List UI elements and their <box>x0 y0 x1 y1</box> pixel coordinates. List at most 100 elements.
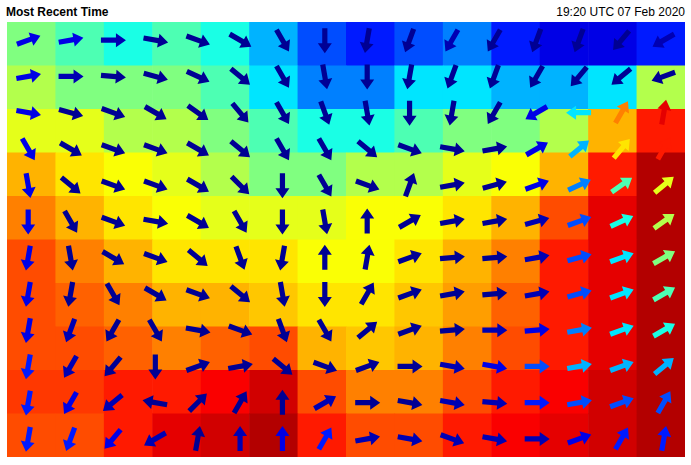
field-cell <box>540 240 589 284</box>
wind-arrow <box>354 174 382 196</box>
wind-arrow <box>439 250 465 266</box>
wind-arrow <box>650 318 679 343</box>
field-cell <box>637 283 685 327</box>
wind-arrow <box>607 63 635 90</box>
wind-arrow <box>482 323 507 337</box>
wind-arrow <box>318 282 332 307</box>
wind-arrow <box>227 172 255 200</box>
wind-arrow <box>228 207 253 236</box>
wind-arrow <box>650 353 678 380</box>
wind-arrow <box>229 244 251 272</box>
wind-arrow <box>270 62 295 91</box>
wind-arrow <box>233 426 247 451</box>
field-cell <box>540 370 589 414</box>
wind-arrow <box>608 392 636 414</box>
wind-arrow <box>275 173 289 198</box>
wind-arrow <box>60 316 82 344</box>
wind-arrow <box>524 285 551 303</box>
wind-arrow <box>270 135 295 164</box>
wind-arrow <box>399 171 421 199</box>
field-cell <box>588 22 637 66</box>
field-cell <box>104 414 153 458</box>
wind-arrow <box>358 100 376 127</box>
wind-arrow <box>652 134 677 163</box>
wind-arrow <box>99 211 127 233</box>
field-cell <box>201 370 250 414</box>
wind-arrow <box>525 396 550 410</box>
title: Most Recent Time <box>6 5 109 19</box>
wind-arrow <box>355 279 380 308</box>
wind-arrow <box>481 175 509 195</box>
field-cell <box>394 283 443 327</box>
field-cell <box>298 240 347 284</box>
wind-arrow <box>148 354 162 379</box>
field-cell <box>7 414 56 458</box>
wind-arrow <box>313 316 338 345</box>
wind-arrow <box>272 316 294 344</box>
field-cell <box>443 370 492 414</box>
wind-arrow <box>482 395 508 411</box>
field-cell <box>588 283 637 327</box>
field-cell <box>443 196 492 240</box>
wind-arrow <box>360 208 374 233</box>
wind-arrow <box>481 430 508 448</box>
wind-arrow <box>565 135 593 162</box>
wind-arrow <box>227 99 254 127</box>
wind-arrow <box>565 210 593 232</box>
field-cell <box>637 240 685 284</box>
wind-arrow <box>316 63 334 90</box>
wind-arrow <box>313 171 338 200</box>
wind-arrow <box>99 174 127 196</box>
wind-arrow <box>482 250 508 266</box>
field-cell <box>249 240 298 284</box>
wind-arrow <box>142 247 170 269</box>
wind-arrow <box>652 388 677 417</box>
wind-arrow <box>57 172 85 199</box>
wind-arrow <box>143 316 168 345</box>
map: Most Recent Time19:20 UTC 07 Feb 2020 <box>0 0 691 465</box>
field-cell <box>346 153 395 197</box>
wind-arrow <box>608 355 636 377</box>
wind-arrow <box>226 28 255 53</box>
field-cell <box>55 327 104 371</box>
wind-arrow <box>482 99 507 128</box>
wind-arrow <box>226 136 254 163</box>
wind-arrow <box>655 425 673 452</box>
wind-arrow <box>649 28 678 53</box>
field-cell <box>346 370 395 414</box>
field-cell <box>394 66 443 110</box>
wind-arrow <box>62 245 80 272</box>
wind-arrow <box>523 211 551 231</box>
wind-arrow <box>59 207 84 236</box>
wind-arrow <box>184 388 212 416</box>
field-cell <box>55 370 104 414</box>
wind-arrow <box>439 212 466 230</box>
wind-arrow <box>318 245 332 270</box>
wind-arrow <box>19 317 37 344</box>
wind-arrow <box>566 284 594 304</box>
wind-arrow <box>441 63 463 91</box>
field-cell <box>588 370 637 414</box>
wind-arrow <box>58 352 83 381</box>
wind-arrow <box>397 394 424 412</box>
wind-arrow <box>15 104 42 122</box>
wind-arrow <box>16 135 41 164</box>
field-cell <box>588 240 637 284</box>
wind-arrow <box>609 424 634 453</box>
wind-arrow <box>650 208 679 234</box>
field-cell <box>588 414 637 458</box>
wind-arrow <box>316 208 334 235</box>
wind-arrow <box>226 63 254 90</box>
wind-arrow <box>273 281 291 308</box>
wind-arrow <box>608 210 637 233</box>
vectors <box>15 26 679 453</box>
wind-arrow <box>141 427 170 452</box>
field-cell <box>540 153 589 197</box>
field <box>7 22 685 457</box>
field-cell <box>346 66 395 110</box>
field-cell <box>394 22 443 66</box>
wind-arrow <box>566 321 593 339</box>
field-cell <box>249 327 298 371</box>
field-cell <box>7 196 56 240</box>
field-cell <box>346 414 395 458</box>
